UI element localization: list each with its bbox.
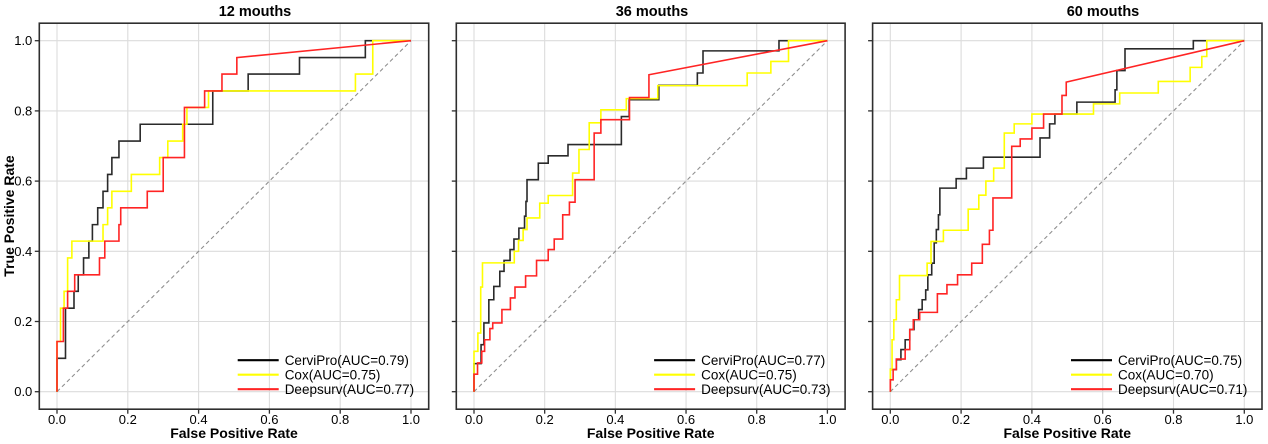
axis-ticks: 0.0 0.2 0.4 0.6 0.8 1.0 <box>451 40 836 427</box>
axis-ticks: 0.0 0.2 0.4 0.6 0.8 1.0 <box>868 40 1253 427</box>
legend: CerviPro(AUC=0.75)Cox(AUC=0.70)Deepsurv(… <box>1071 353 1247 397</box>
panel-border <box>455 22 846 411</box>
x-tick-label: 0.6 <box>677 412 695 427</box>
legend-label-deepsurv: Deepsurv(AUC=0.73) <box>701 382 830 397</box>
legend-label-deepsurv: Deepsurv(AUC=0.71) <box>1118 382 1247 397</box>
x-tick-label: 0.8 <box>1164 412 1182 427</box>
x-tick-label: 0.2 <box>536 412 554 427</box>
roc-panel-36-mouths: 0.0 0.2 0.4 0.6 0.8 1.0 36 mouths False Positiv… <box>451 4 846 441</box>
legend-label-cox: Cox(AUC=0.70) <box>1118 368 1214 383</box>
panel-title: 36 mouths <box>616 4 689 20</box>
roc-curve-deepsurv <box>889 39 1245 392</box>
x-tick-label: 1.0 <box>1235 412 1253 427</box>
roc-panel-60-mouths: 0.0 0.2 0.4 0.6 0.8 1.0 60 mouths False Positiv… <box>868 4 1263 441</box>
panel-border <box>38 22 430 411</box>
x-tick-label: 0.6 <box>260 412 278 427</box>
diagonal-reference-line <box>473 40 828 393</box>
roc-curve-deepsurv <box>473 39 828 392</box>
x-tick-label: 0.0 <box>465 412 483 427</box>
y-tick-label: 0.2 <box>14 314 32 329</box>
y-tick-label: 0.4 <box>14 244 32 259</box>
x-tick-label: 0.8 <box>748 412 766 427</box>
x-tick-label: 0.0 <box>48 412 66 427</box>
y-axis-label: True Positive Rate <box>1 155 17 277</box>
legend: CerviPro(AUC=0.79)Cox(AUC=0.75)Deepsurv(… <box>237 353 414 397</box>
panel-title: 60 mouths <box>1067 4 1140 20</box>
x-axis-label: False Positive Rate <box>170 425 298 441</box>
x-tick-label: 0.0 <box>881 412 899 427</box>
x-tick-label: 0.2 <box>119 412 137 427</box>
panel-border <box>871 22 1263 411</box>
roc-curve-cox <box>473 39 828 392</box>
x-tick-label: 0.4 <box>1023 412 1041 427</box>
roc-curve-cervipro <box>56 39 411 392</box>
roc-panel-12-mouths: 0.0 0.0 0.2 0.2 0.4 0.4 0.6 0.6 0.8 0.8 1.0 1.0 12 m… <box>14 4 430 441</box>
x-tick-label: 1.0 <box>818 412 836 427</box>
roc-curve-cox <box>56 39 411 392</box>
diagonal-reference-line <box>56 40 412 393</box>
x-tick-label: 1.0 <box>402 412 420 427</box>
legend-label-cervipro: CerviPro(AUC=0.75) <box>1118 353 1242 368</box>
roc-curve-deepsurv <box>56 39 412 392</box>
axis-ticks: 0.0 0.0 0.2 0.2 0.4 0.4 0.6 0.6 0.8 0.8 1.0 1.0 <box>14 33 420 427</box>
x-axis-label: False Positive Rate <box>587 425 715 441</box>
panel-title: 12 mouths <box>219 4 292 20</box>
legend: CerviPro(AUC=0.77)Cox(AUC=0.75)Deepsurv(… <box>654 353 831 397</box>
diagonal-reference-line <box>889 40 1245 393</box>
y-tick-label: 0.0 <box>14 384 32 399</box>
legend-label-cervipro: CerviPro(AUC=0.79) <box>285 353 409 368</box>
roc-curve-cox <box>889 39 1245 392</box>
x-tick-label: 0.4 <box>606 412 624 427</box>
legend-label-cervipro: CerviPro(AUC=0.77) <box>701 353 825 368</box>
roc-curve-cervipro <box>473 39 828 392</box>
x-tick-label: 0.6 <box>1094 412 1112 427</box>
legend-label-deepsurv: Deepsurv(AUC=0.77) <box>285 382 414 397</box>
x-tick-label: 0.4 <box>190 412 208 427</box>
x-axis-label: False Positive Rate <box>1003 425 1131 441</box>
x-tick-label: 0.8 <box>331 412 349 427</box>
x-tick-label: 0.2 <box>952 412 970 427</box>
y-tick-label: 0.8 <box>14 103 32 118</box>
y-tick-label: 0.6 <box>14 174 32 189</box>
legend-label-cox: Cox(AUC=0.75) <box>701 368 797 383</box>
legend-label-cox: Cox(AUC=0.75) <box>285 368 381 383</box>
y-tick-label: 1.0 <box>14 33 32 48</box>
